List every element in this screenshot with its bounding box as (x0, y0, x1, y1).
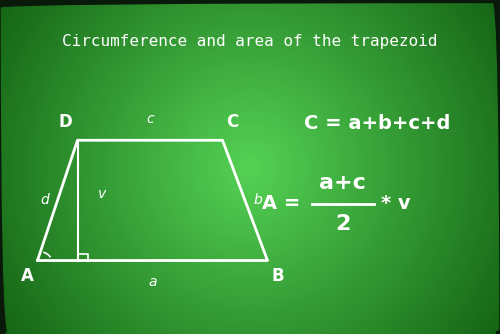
Text: 2: 2 (335, 214, 350, 234)
Text: a: a (148, 275, 157, 289)
Text: v: v (98, 187, 106, 201)
Text: d: d (40, 193, 50, 207)
Text: D: D (58, 113, 72, 131)
Text: C: C (226, 113, 238, 131)
Text: c: c (146, 112, 154, 126)
Text: b: b (253, 193, 262, 207)
Text: a+c: a+c (319, 173, 366, 193)
Text: A =: A = (262, 194, 308, 213)
Text: Circumference and area of the trapezoid: Circumference and area of the trapezoid (62, 34, 438, 49)
Text: * v: * v (381, 194, 410, 213)
Text: C = a+b+c+d: C = a+b+c+d (304, 114, 450, 133)
Text: A: A (21, 267, 34, 285)
Text: B: B (271, 267, 284, 285)
